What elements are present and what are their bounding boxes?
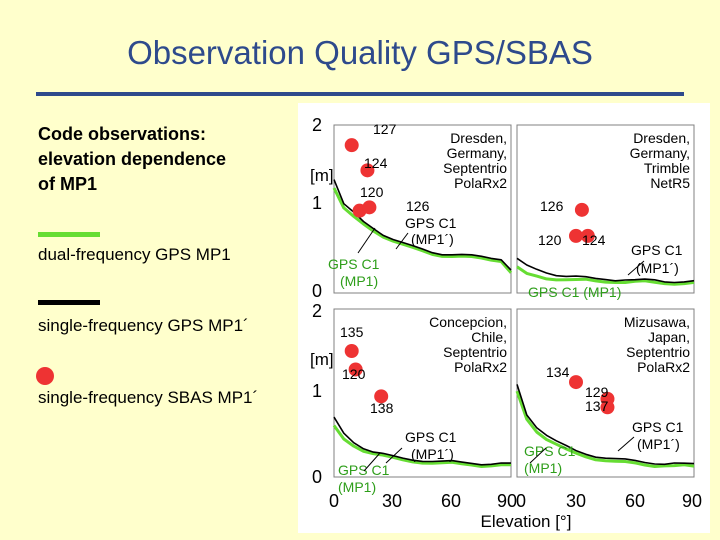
x-tick-label-right-60: 60 xyxy=(625,491,645,511)
series-annotation-bottom-left: (MP1) xyxy=(338,479,376,495)
station-label-bottom-right: Septentrio xyxy=(626,344,690,360)
y-tick-label-top-0: 0 xyxy=(312,281,322,301)
sbas-prn-label-124: 124 xyxy=(364,155,388,171)
y-tick-label-top-2: 2 xyxy=(312,115,322,135)
sbas-point-135 xyxy=(344,344,359,358)
series-line-top-right xyxy=(516,257,695,284)
legend-green-line xyxy=(38,232,100,237)
sbas-prn-label-120: 120 xyxy=(360,184,384,200)
y-tick-label-bottom-0: 0 xyxy=(312,467,322,487)
sbas-prn-label-120: 120 xyxy=(538,232,562,248)
series-line-bottom-right xyxy=(516,384,695,466)
station-label-bottom-right: PolaRx2 xyxy=(637,359,690,375)
station-label-top-left: Dresden, xyxy=(450,130,507,146)
title-underline xyxy=(36,92,684,96)
series-annotation-top-right: GPS C1 xyxy=(631,242,683,258)
sbas-point-126 xyxy=(362,200,377,215)
sbas-point-124 xyxy=(360,163,375,178)
sbas-prn-label-137: 137 xyxy=(585,398,609,414)
station-label-bottom-left: Chile, xyxy=(471,329,507,345)
series-annotation-top-left: GPS C1 xyxy=(328,256,380,272)
slide-description: Code observations: elevation dependence … xyxy=(38,124,227,194)
station-label-bottom-left: PolaRx2 xyxy=(454,359,507,375)
annotation-leader-top-right xyxy=(627,260,645,276)
legend-single-frequency-gps-label: single-frequency GPS MP1´ xyxy=(38,316,249,335)
series-annotation-top-right: (MP1´) xyxy=(636,260,679,276)
series-line-top-left xyxy=(333,179,512,271)
x-axis-label: Elevation [°] xyxy=(481,512,572,531)
y-axis-label-bottom: [m] xyxy=(310,350,334,369)
sbas-point-138 xyxy=(374,389,389,404)
sbas-point-120 xyxy=(569,228,583,243)
legend-dual-frequency-label: dual-frequency GPS MP1 xyxy=(38,245,231,264)
x-tick-label-left-0: 0 xyxy=(329,491,339,511)
annotation-leader-bottom-right xyxy=(617,436,635,452)
x-tick-label-right-90: 90 xyxy=(682,491,702,511)
y-tick-label-bottom-1: 1 xyxy=(312,381,322,401)
legend-sbas-label: single-frequency SBAS MP1´ xyxy=(38,388,259,407)
station-label-bottom-left: Septentrio xyxy=(443,344,507,360)
station-label-top-right: Germany, xyxy=(630,145,690,161)
y-axis-label-top: [m] xyxy=(310,166,334,185)
sbas-point-127 xyxy=(344,138,359,153)
slide-title: Observation Quality GPS/SBAS xyxy=(127,34,593,71)
sbas-point-124 xyxy=(580,228,595,243)
y-tick-label-bottom-2: 2 xyxy=(312,301,322,321)
station-label-top-left: PolaRx2 xyxy=(454,175,507,191)
sbas-prn-label-126: 126 xyxy=(540,198,564,214)
series-annotation-top-left: (MP1) xyxy=(340,273,378,289)
annotation-leader-top-left xyxy=(357,227,376,254)
series-annotation-top-left: GPS C1 xyxy=(405,215,457,231)
sbas-prn-label-126: 126 xyxy=(406,198,430,214)
series-line-top-left xyxy=(332,187,513,274)
sbas-prn-label-127: 127 xyxy=(373,121,397,137)
sbas-prn-label-129: 129 xyxy=(585,384,609,400)
series-annotation-bottom-right: GPS C1 xyxy=(632,419,684,435)
station-label-top-right: Trimble xyxy=(644,160,690,176)
sbas-point-137 xyxy=(600,400,615,415)
legend-black-line xyxy=(38,300,100,305)
series-annotation-top-right: GPS C1 (MP1) xyxy=(528,284,621,300)
sbas-prn-label-135: 135 xyxy=(340,324,364,340)
sbas-point-120 xyxy=(348,362,363,377)
x-tick-label-left-60: 60 xyxy=(441,491,461,511)
series-line-bottom-right xyxy=(515,390,695,468)
sbas-prn-label-134: 134 xyxy=(546,364,570,380)
annotation-leader-top-left xyxy=(395,232,409,250)
x-tick-label-right-30: 30 xyxy=(566,491,586,511)
y-tick-label-top-1: 1 xyxy=(312,193,322,213)
x-tick-label-right-0: 0 xyxy=(516,491,526,511)
station-label-top-right: NetR5 xyxy=(650,175,690,191)
x-tick-label-left-30: 30 xyxy=(382,491,402,511)
series-line-bottom-left xyxy=(333,416,512,466)
legend-red-dot xyxy=(36,367,54,385)
series-annotation-bottom-right: (MP1) xyxy=(524,460,562,476)
x-tick-label-left-90: 90 xyxy=(497,491,517,511)
series-annotation-bottom-right: (MP1´) xyxy=(637,436,680,452)
station-label-top-right: Dresden, xyxy=(633,130,690,146)
series-line-top-right xyxy=(516,265,695,286)
panel-frame-top-right xyxy=(516,124,695,294)
station-label-bottom-left: Concepcion, xyxy=(429,314,507,330)
annotation-leader-bottom-right xyxy=(529,447,547,464)
sbas-prn-label-120: 120 xyxy=(342,366,366,382)
annotation-leader-bottom-left xyxy=(385,447,403,464)
series-line-bottom-left xyxy=(332,424,512,468)
sbas-prn-label-124: 124 xyxy=(582,232,606,248)
series-annotation-bottom-left: GPS C1 xyxy=(405,429,457,445)
station-label-top-left: Germany, xyxy=(447,145,507,161)
station-label-bottom-right: Mizusawa, xyxy=(624,314,690,330)
annotation-leader-bottom-left xyxy=(363,452,381,472)
series-annotation-bottom-left: GPS C1 xyxy=(338,462,390,478)
series-annotation-bottom-left: (MP1´) xyxy=(411,446,454,462)
series-annotation-top-left: (MP1´) xyxy=(411,231,454,247)
series-annotation-bottom-right: GPS C1 xyxy=(524,443,576,459)
station-label-top-left: Septentrio xyxy=(443,160,507,176)
station-label-bottom-right: Japan, xyxy=(648,329,690,345)
sbas-point-134 xyxy=(569,375,583,390)
sbas-prn-label-138: 138 xyxy=(370,400,394,416)
panel-frame-bottom-left xyxy=(333,308,512,478)
sbas-point-126 xyxy=(574,202,589,217)
